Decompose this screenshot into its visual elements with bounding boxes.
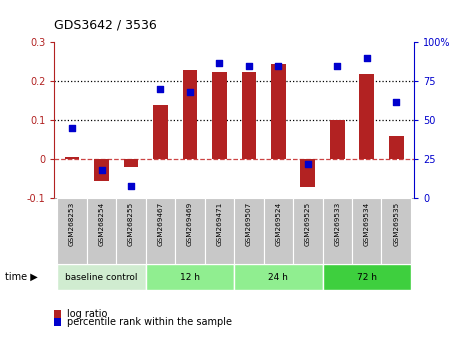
Point	[304, 161, 312, 167]
Text: GSM268255: GSM268255	[128, 201, 134, 246]
Text: GSM269533: GSM269533	[334, 201, 340, 246]
Text: time ▶: time ▶	[5, 272, 37, 282]
Text: 24 h: 24 h	[268, 273, 288, 281]
Point	[245, 63, 253, 69]
Text: GSM269525: GSM269525	[305, 201, 311, 246]
Bar	[123, 159, 139, 167]
Bar	[234, 264, 323, 290]
Bar	[183, 70, 197, 159]
Bar	[381, 198, 411, 264]
Bar	[212, 72, 227, 159]
Point	[186, 90, 194, 95]
Point	[274, 63, 282, 69]
Text: GSM269524: GSM269524	[275, 201, 281, 246]
Point	[363, 55, 370, 61]
Point	[127, 183, 135, 189]
Point	[216, 60, 223, 65]
Text: 72 h: 72 h	[357, 273, 377, 281]
Bar	[116, 198, 146, 264]
Bar	[146, 198, 175, 264]
Text: GSM269471: GSM269471	[217, 201, 222, 246]
Point	[157, 86, 164, 92]
Text: 12 h: 12 h	[180, 273, 200, 281]
Bar	[57, 198, 87, 264]
Text: GSM269535: GSM269535	[393, 201, 399, 246]
Bar	[352, 198, 381, 264]
Bar	[300, 159, 315, 187]
Text: baseline control: baseline control	[65, 273, 138, 281]
Bar	[389, 136, 403, 159]
Bar	[234, 198, 263, 264]
Text: GSM269534: GSM269534	[364, 201, 370, 246]
Bar	[65, 157, 79, 159]
Bar	[242, 72, 256, 159]
Bar	[87, 198, 116, 264]
Bar	[94, 159, 109, 181]
Text: GSM268253: GSM268253	[69, 201, 75, 246]
Bar	[323, 198, 352, 264]
Bar	[293, 198, 323, 264]
Bar	[330, 120, 345, 159]
Text: percentile rank within the sample: percentile rank within the sample	[67, 317, 232, 327]
Text: log ratio: log ratio	[67, 309, 107, 319]
Bar	[175, 198, 205, 264]
Text: GDS3642 / 3536: GDS3642 / 3536	[54, 19, 157, 32]
Bar	[205, 198, 234, 264]
Bar	[271, 64, 286, 159]
Bar	[146, 264, 234, 290]
Point	[333, 63, 341, 69]
Point	[98, 167, 105, 173]
Bar	[359, 74, 374, 159]
Bar	[153, 105, 168, 159]
Point	[68, 125, 76, 131]
Text: GSM269507: GSM269507	[246, 201, 252, 246]
Text: GSM269467: GSM269467	[158, 201, 164, 246]
Bar	[263, 198, 293, 264]
Bar	[57, 264, 146, 290]
Point	[393, 99, 400, 104]
Text: GSM268254: GSM268254	[98, 201, 105, 246]
Text: GSM269469: GSM269469	[187, 201, 193, 246]
Bar	[323, 264, 411, 290]
